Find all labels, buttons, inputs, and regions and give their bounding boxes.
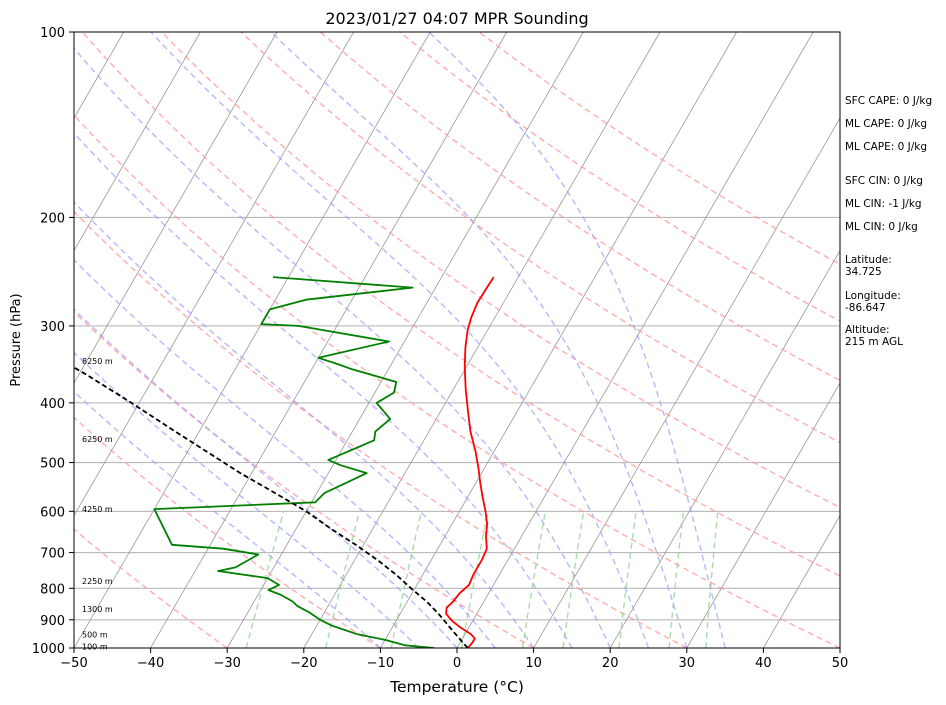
moist-adiabat-line [150,32,650,648]
y-tick-label: 500 [40,457,65,472]
x-tick-label: 10 [525,656,542,671]
dry-adiabat-line [399,32,840,322]
dry-adiabat-line [240,32,840,444]
ml-cin-1: ML CIN: -1 J/kg [845,198,922,210]
mixing-ratio-line [390,511,423,648]
dry-adiabat-lines [74,32,840,648]
isotherm-line [74,32,278,384]
isotherm-line [150,32,508,648]
plot-frame [73,31,841,649]
altitude-label: 4250 m [82,505,113,514]
x-tick-label: −20 [290,656,317,671]
mixing-ratio-lines [245,511,719,648]
altitude-label: 6250 m [82,435,113,444]
dry-adiabat-line [81,32,840,577]
temperature-line [445,276,495,648]
parcel-path-line [74,366,469,648]
mixing-ratio-line [521,511,547,648]
y-tick-label: 100 [40,26,65,41]
altitude-label: 500 m [82,630,108,639]
dry-adiabat-line [74,210,688,648]
x-tick-label: 20 [602,656,619,671]
altitude-label: Altitude: [845,324,890,336]
y-tick-label: 600 [40,505,65,520]
isotherm-line [74,32,354,517]
grid-lines [74,31,840,649]
sounding-series [74,276,495,648]
x-axis-label: Temperature (°C) [389,678,524,696]
latitude-value: 34.725 [845,266,882,278]
moist-adiabat-lines [74,32,726,648]
dry-adiabat-line [74,528,228,648]
isotherm-line [533,117,840,648]
y-tick-label: 900 [40,614,65,629]
chart-title: 2023/01/27 04:07 MPR Sounding [325,9,588,28]
longitude-label: Longitude: [845,290,901,302]
moist-adiabat-line [74,351,420,648]
latitude-label: Latitude: [845,254,892,266]
y-axis-label: Pressure (hPa) [9,293,24,386]
isotherm-line [226,32,584,648]
x-tick-label: 0 [453,656,461,671]
x-axis-ticks: −50 −40 −30 −20 −10 0 10 20 30 40 50 [60,648,848,671]
mixing-ratio-line [461,511,489,648]
x-tick-label: −40 [137,656,164,671]
y-tick-label: 1000 [32,642,65,657]
isotherm-line [74,32,431,648]
ml-cape-2: ML CAPE: 0 J/kg [845,141,927,153]
isotherm-line [74,32,201,252]
sfc-cin: SFC CIN: 0 J/kg [845,175,923,187]
altitude-label: 100 m [82,643,108,652]
altitude-label: 2250 m [82,577,113,586]
isotherm-line [303,32,661,648]
altitude-labels: 100 m 500 m 1300 m 2250 m 4250 m 6250 m 8250 m [82,357,113,652]
moist-adiabat-line [74,201,535,648]
dewpoint-line [153,276,435,648]
isotherm-line [686,382,840,648]
y-tick-label: 200 [40,211,65,226]
moist-adiabat-line [428,32,726,648]
altitude-label: 8250 m [82,357,113,366]
isotherm-line [609,249,840,648]
dry-adiabat-line [161,32,840,509]
isotherm-line [456,32,814,648]
x-tick-label: −50 [60,656,87,671]
dry-adiabat-line [74,311,534,648]
isotherm-line [380,32,737,648]
dry-adiabat-line [74,114,840,648]
y-axis-ticks: 100 200 300 400 500 600 700 800 900 1000 [32,26,74,657]
y-tick-label: 300 [40,320,65,335]
altitude-value: 215 m AGL [845,336,903,348]
sfc-cape: SFC CAPE: 0 J/kg [845,95,932,107]
moist-adiabat-line [74,390,381,648]
x-tick-label: −30 [213,656,240,671]
x-tick-label: 40 [755,656,772,671]
x-tick-label: 50 [832,656,849,671]
altitude-label: 1300 m [82,605,113,614]
isotherm-lines [74,32,840,648]
mixing-ratio-line [618,511,637,648]
y-tick-label: 800 [40,582,65,597]
dry-adiabat-line [74,416,381,648]
x-tick-label: 30 [679,656,696,671]
moist-adiabat-line [74,132,573,648]
moist-adiabat-line [74,308,458,648]
mixing-ratio-line [562,511,585,648]
y-tick-label: 400 [40,397,65,412]
x-tick-label: −10 [367,656,394,671]
isotherm-line [763,514,840,648]
ml-cape-1: ML CAPE: 0 J/kg [845,118,927,130]
mixing-ratio-line [245,511,285,648]
sounding-info-panel: SFC CAPE: 0 J/kg ML CAPE: 0 J/kg ML CAPE: … [845,95,932,348]
longitude-value: -86.647 [845,302,886,314]
mixing-ratio-line [325,511,361,648]
moist-adiabat-line [74,47,611,648]
y-tick-label: 700 [40,547,65,562]
ml-cin-2: ML CIN: 0 J/kg [845,221,918,233]
